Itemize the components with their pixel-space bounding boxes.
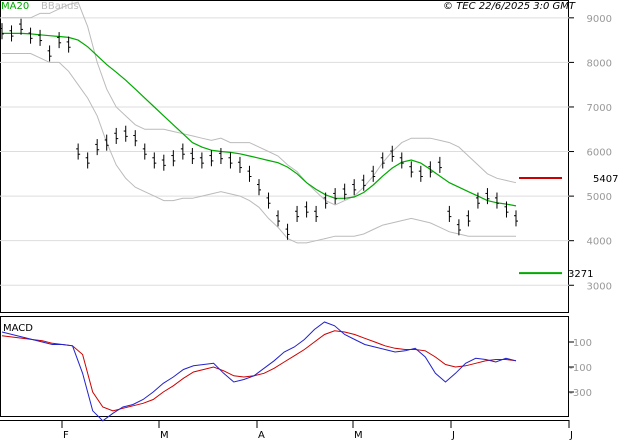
price-bar bbox=[114, 127, 119, 144]
x-tick-label: J bbox=[569, 430, 573, 440]
price-bar bbox=[0, 23, 4, 40]
bband-lower-line bbox=[2, 53, 516, 244]
price-bar bbox=[485, 188, 490, 205]
price-bar bbox=[371, 165, 376, 182]
price-bar bbox=[161, 154, 166, 171]
price-bar bbox=[428, 161, 433, 178]
price-bar bbox=[399, 152, 404, 169]
price-y-tick-label: 4000 bbox=[587, 237, 612, 248]
price-bar bbox=[361, 174, 366, 191]
price-y-tick-label: 5000 bbox=[587, 192, 612, 203]
price-bar bbox=[9, 25, 14, 42]
price-bar bbox=[180, 143, 185, 160]
price-bar bbox=[199, 152, 204, 169]
price-bar bbox=[342, 183, 347, 200]
support-resistance-layer: 5407 3271 bbox=[519, 174, 618, 280]
price-bar bbox=[28, 27, 33, 44]
y-axis-ticks: 9000 8000 7000 6000 5000 4000 3000 100 -100 -300 bbox=[569, 14, 612, 399]
x-tick-label: M bbox=[160, 430, 169, 440]
price-bar bbox=[276, 210, 281, 227]
price-bar bbox=[171, 150, 176, 167]
price-bar bbox=[333, 188, 338, 205]
price-bar bbox=[247, 165, 252, 182]
price-bar bbox=[437, 156, 442, 173]
price-y-tick-label: 3000 bbox=[587, 281, 612, 292]
price-bar bbox=[295, 205, 300, 222]
price-bar bbox=[209, 150, 214, 167]
x-tick-label: J bbox=[451, 430, 455, 440]
price-bar bbox=[514, 210, 518, 227]
grid-lines bbox=[0, 17, 569, 286]
price-bar bbox=[304, 201, 309, 218]
macd-series-layer bbox=[1, 321, 517, 422]
price-bar bbox=[466, 210, 471, 227]
price-bar bbox=[47, 45, 52, 62]
macd-panel-title: MACD bbox=[3, 323, 33, 334]
price-y-tick-label: 9000 bbox=[587, 14, 612, 25]
price-bar bbox=[475, 192, 480, 209]
price-bar bbox=[190, 147, 195, 165]
macd-y-tick-label: 100 bbox=[573, 338, 592, 349]
macd-y-tick-label: -300 bbox=[569, 388, 592, 399]
bbands-label: BBands bbox=[41, 1, 79, 12]
price-bar bbox=[218, 147, 223, 165]
price-bar bbox=[76, 143, 81, 160]
macd-line bbox=[1, 321, 517, 422]
price-bar bbox=[494, 192, 499, 209]
price-y-tick-label: 7000 bbox=[587, 103, 612, 114]
price-bar bbox=[504, 201, 509, 218]
price-bar bbox=[266, 192, 271, 209]
macd-panel-frame bbox=[0, 316, 569, 417]
price-bar bbox=[133, 130, 138, 147]
x-tick-label: M bbox=[354, 430, 363, 440]
price-y-tick-label: 8000 bbox=[587, 58, 612, 69]
price-bar bbox=[95, 139, 100, 156]
price-bar bbox=[228, 152, 233, 169]
price-bar bbox=[57, 32, 62, 49]
ma20-label: MA20 bbox=[1, 1, 29, 12]
price-bar bbox=[447, 205, 452, 222]
price-bar bbox=[19, 18, 24, 35]
price-bar bbox=[418, 165, 423, 182]
resistance-level-label: 5407 bbox=[593, 174, 618, 185]
copyright-text: © TEC 22/6/2025 3:0 GMT bbox=[443, 1, 576, 12]
price-bar bbox=[123, 125, 128, 142]
price-bar bbox=[38, 29, 43, 46]
price-bar bbox=[142, 143, 147, 160]
price-panel-frame bbox=[0, 0, 569, 313]
price-bar bbox=[314, 205, 319, 222]
price-bar bbox=[104, 134, 109, 151]
price-bar bbox=[352, 179, 357, 196]
price-bar bbox=[85, 152, 90, 169]
x-tick-label: F bbox=[63, 430, 69, 440]
price-series-layer bbox=[0, 1, 518, 244]
price-bar bbox=[409, 161, 414, 178]
macd-signal-line bbox=[1, 330, 517, 412]
price-bar bbox=[285, 223, 290, 240]
support-level-label: 3271 bbox=[568, 269, 593, 280]
price-bar bbox=[323, 192, 328, 209]
macd-y-tick-label: -100 bbox=[569, 363, 592, 374]
price-bar bbox=[152, 152, 157, 169]
price-bar bbox=[237, 156, 242, 173]
price-bar bbox=[380, 152, 385, 169]
price-bar bbox=[390, 145, 395, 162]
price-bar bbox=[257, 179, 261, 196]
bband-upper-line bbox=[2, 1, 517, 206]
price-bar bbox=[456, 219, 461, 236]
price-y-tick-label: 6000 bbox=[587, 148, 612, 159]
x-tick-label: A bbox=[258, 430, 265, 440]
price-bar bbox=[66, 36, 71, 53]
